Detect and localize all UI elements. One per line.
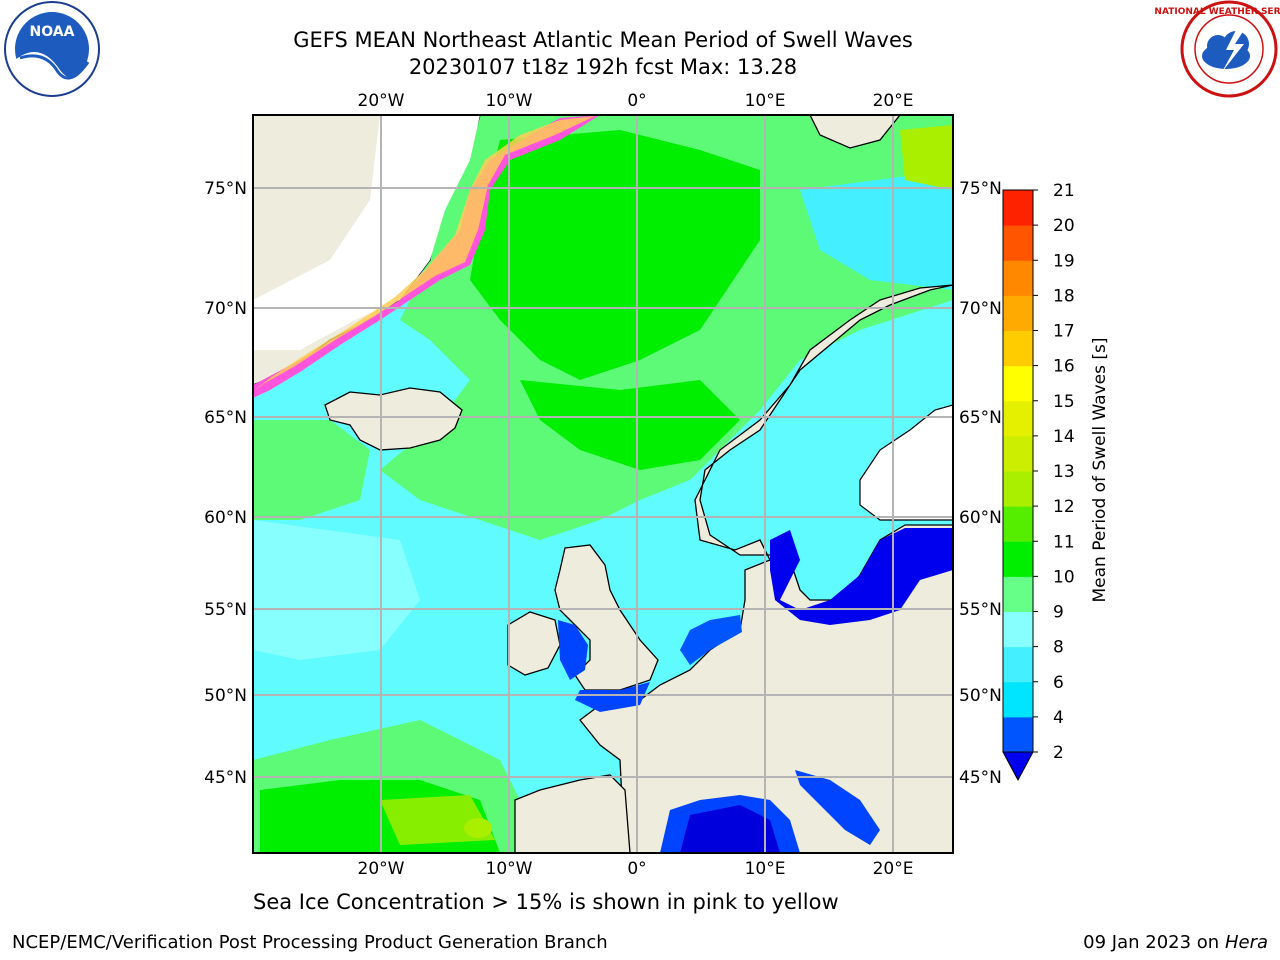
colorbar-tick-label: 21	[1053, 181, 1075, 201]
irish-sea-field	[558, 620, 588, 680]
colorbar-segment	[1003, 435, 1033, 472]
colorbar-segment	[1003, 716, 1033, 753]
colorbar-segment	[1003, 365, 1033, 402]
lon-label-top: 10°W	[486, 91, 533, 111]
colorbar-tick-label: 14	[1053, 427, 1075, 447]
sea-ice-caption: Sea Ice Concentration > 15% is shown in …	[253, 890, 839, 914]
lat-label-right: 55°N	[959, 600, 1002, 620]
colorbar-tick-label: 4	[1053, 708, 1064, 728]
colorbar-tick-label: 19	[1053, 251, 1075, 271]
lat-label-right: 65°N	[959, 408, 1002, 428]
colorbar-tick-label: 16	[1053, 357, 1075, 377]
lat-label-left: 75°N	[204, 179, 247, 199]
lat-label-left: 65°N	[204, 408, 247, 428]
lat-label-right: 45°N	[959, 768, 1002, 788]
colorbar-segment	[1003, 681, 1033, 718]
footer-credit: NCEP/EMC/Verification Post Processing Pr…	[12, 932, 608, 953]
colorbar-tick-label: 15	[1053, 392, 1075, 412]
lat-label-right: 75°N	[959, 179, 1002, 199]
colorbar-tick-label: 6	[1053, 673, 1064, 693]
colorbar-tick-label: 10	[1053, 567, 1075, 587]
lat-label-right: 70°N	[959, 299, 1002, 319]
greenland-ice	[253, 115, 480, 350]
swell-max-patch	[464, 818, 492, 838]
swell-band-10-11	[470, 130, 760, 380]
bothnia-ice	[859, 404, 953, 521]
colorbar-tick-label: 9	[1053, 603, 1064, 623]
swell-band-12-13-ne	[900, 125, 953, 190]
lat-label-right: 60°N	[959, 508, 1002, 528]
colorbar-segment	[1003, 400, 1033, 437]
colorbar-segment	[1003, 471, 1033, 507]
swell-band-9-10-west	[253, 420, 370, 520]
colorbar-segment	[1003, 295, 1033, 331]
iberia-land	[514, 774, 631, 853]
north-sea-coastal-field	[680, 615, 742, 665]
colorbar-tick-label: 8	[1053, 638, 1064, 658]
colorbar-tick-label: 18	[1053, 286, 1075, 306]
swell-band-6-8-barents	[800, 170, 953, 290]
mediterranean-deep	[680, 805, 780, 853]
lat-label-left: 60°N	[204, 508, 247, 528]
lon-label-bottom: 20°W	[358, 859, 405, 879]
colorbar-segment	[1003, 330, 1033, 367]
colorbar-segment	[1003, 225, 1033, 261]
svalbard-land	[809, 115, 901, 149]
nws-ring-text: NATIONAL WEATHER SERVICE	[1154, 7, 1280, 17]
lat-label-right: 50°N	[959, 686, 1002, 706]
colorbar-tick-label: 20	[1053, 216, 1075, 236]
iceland-land	[324, 387, 463, 451]
footer-system: Hera	[1224, 932, 1268, 953]
lat-label-left: 45°N	[204, 768, 247, 788]
graticule	[253, 115, 953, 853]
colorbar-segment	[1003, 260, 1033, 296]
noaa-logo-icon: NOAA	[4, 1, 100, 97]
lon-label-bottom: 0°	[627, 859, 646, 879]
lon-label-top: 20°E	[873, 91, 914, 111]
colorbar-tick-label: 11	[1053, 532, 1075, 552]
ireland-land	[507, 611, 561, 676]
baltic-sea-field	[770, 528, 953, 625]
lat-label-left: 70°N	[204, 299, 247, 319]
map-subtitle: 20230107 t18z 192h fcst Max: 13.28	[408, 55, 798, 79]
colorbar-segment	[1003, 611, 1033, 648]
lon-label-bottom: 10°E	[745, 859, 786, 879]
colorbar-tick-label: 2	[1053, 743, 1064, 763]
map-frame	[252, 114, 954, 854]
footer-date: 09 Jan 2023 on Hera	[1083, 932, 1268, 953]
map-plot-area	[253, 115, 953, 853]
colorbar-tick-label: 12	[1053, 497, 1075, 517]
swell-band-10-11-b	[520, 380, 740, 470]
lon-label-top: 10°E	[745, 91, 786, 111]
colorbar-title: Mean Period of Swell Waves [s]	[1090, 338, 1110, 603]
english-channel-field	[575, 682, 650, 712]
lon-label-bottom: 20°E	[873, 859, 914, 879]
colorbar: 2 4 6 8 9 10 11 12 13 14 15 16 17 18 19 20 21	[1002, 181, 1075, 782]
nws-logo-icon: NATIONAL WEATHER SERVICE	[1154, 0, 1280, 98]
lon-label-bottom: 10°W	[486, 859, 533, 879]
map-title: GEFS MEAN Northeast Atlantic Mean Period…	[293, 28, 913, 52]
lat-label-left: 50°N	[204, 686, 247, 706]
colorbar-segment	[1003, 506, 1033, 542]
colorbar-segment	[1003, 541, 1033, 577]
lon-label-top: 0°	[627, 91, 646, 111]
lon-label-top: 20°W	[358, 91, 405, 111]
lat-label-left: 55°N	[204, 600, 247, 620]
noaa-logo-text: NOAA	[30, 24, 75, 40]
swell-band-8-9-west	[253, 520, 420, 660]
colorbar-segment	[1003, 646, 1033, 683]
colorbar-tick-label: 17	[1053, 322, 1075, 342]
colorbar-tick-label: 13	[1053, 462, 1075, 482]
colorbar-extend-arrow	[1002, 751, 1034, 782]
colorbar-segment	[1003, 576, 1033, 612]
adriatic-field	[795, 770, 880, 845]
footer-date-text: 09 Jan 2023 on	[1083, 932, 1225, 953]
colorbar-segment	[1003, 190, 1033, 226]
